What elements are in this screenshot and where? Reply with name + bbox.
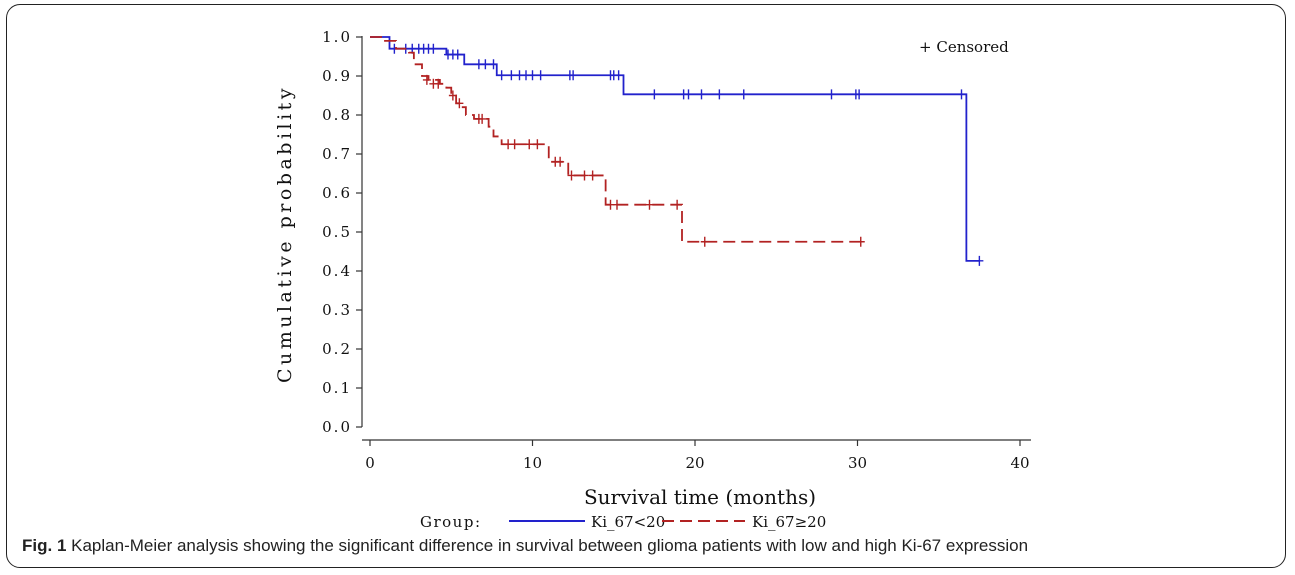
y-tick-label: 0.3	[322, 301, 352, 319]
censor-mark	[855, 89, 864, 100]
y-tick-label: 0.4	[322, 262, 352, 280]
legend: Group: Ki_67<20 Ki_67≥20	[420, 513, 826, 531]
x-tick-label: 10	[523, 454, 542, 472]
y-tick-label: 0.1	[322, 379, 352, 397]
x-tick-label: 30	[848, 454, 867, 472]
figure-frame	[6, 4, 1286, 568]
censor-mark	[580, 170, 589, 181]
censor-mark	[497, 70, 506, 81]
censor-mark	[673, 199, 682, 210]
censor-mark	[448, 90, 457, 101]
legend-title: Group:	[420, 513, 482, 531]
x-axis-ticks: 0 10 20 30 40	[365, 440, 1030, 472]
series-line-high	[370, 36, 861, 243]
censor-mark	[567, 170, 576, 181]
legend-label-low: Ki_67<20	[591, 513, 665, 531]
series-layer	[370, 36, 984, 266]
y-tick-label: 0.8	[322, 106, 352, 124]
censor-mark	[645, 199, 654, 210]
censor-mark	[422, 74, 431, 85]
censor-mark	[481, 59, 490, 70]
censor-mark	[536, 70, 545, 81]
legend-label-high: Ki_67≥20	[752, 513, 826, 531]
y-tick-label: 0.5	[322, 223, 352, 241]
censor-mark	[614, 70, 623, 81]
censor-mark	[489, 59, 498, 70]
censor-mark	[569, 70, 578, 81]
censor-mark	[510, 139, 519, 150]
y-tick-label: 0.0	[322, 418, 352, 436]
censor-mark	[827, 89, 836, 100]
figure-caption: Fig. 1 Kaplan-Meier analysis showing the…	[22, 536, 1262, 556]
censor-mark	[478, 113, 487, 124]
censor-mark	[588, 170, 597, 181]
x-tick-label: 20	[685, 454, 704, 472]
x-axis-label: Survival time (months)	[584, 485, 816, 509]
censor-mark	[434, 78, 443, 89]
censor-mark	[556, 156, 565, 167]
censor-mark	[739, 89, 748, 100]
y-tick-label: 0.6	[322, 184, 352, 202]
y-tick-label: 1.0	[322, 28, 352, 46]
y-axis-label: Cumulative probability	[274, 85, 296, 383]
censor-mark	[684, 89, 693, 100]
censored-note: + Censored	[919, 38, 1009, 56]
censor-mark	[507, 70, 516, 81]
y-tick-label: 0.2	[322, 340, 352, 358]
y-tick-label: 0.7	[322, 145, 352, 163]
x-tick-label: 0	[365, 454, 375, 472]
censor-mark	[453, 49, 462, 60]
censor-mark	[533, 139, 542, 150]
plot-area: 0.0 0.1 0.2 0.3 0.4 0.5 0.6 0.7 0.8 0.9 1.0 0 10 20 3…	[322, 28, 1031, 472]
censor-mark	[975, 255, 984, 266]
censor-mark	[528, 70, 537, 81]
censor-mark	[650, 89, 659, 100]
censor-mark	[613, 199, 621, 210]
censor-mark	[455, 98, 464, 109]
x-tick-label: 40	[1010, 454, 1029, 472]
censor-mark	[525, 139, 534, 150]
censor-mark	[697, 89, 706, 100]
censor-mark	[856, 236, 865, 247]
censor-mark	[700, 236, 709, 247]
y-tick-label: 0.9	[322, 67, 352, 85]
series-line-low	[370, 36, 980, 262]
figure-caption-text: Kaplan-Meier analysis showing the signif…	[71, 536, 1029, 555]
censor-mark	[957, 89, 966, 100]
censor-mark	[715, 89, 724, 100]
censor-mark	[429, 43, 438, 54]
figure-caption-label: Fig. 1	[22, 536, 67, 555]
y-axis-ticks: 0.0 0.1 0.2 0.3 0.4 0.5 0.6 0.7 0.8 0.9 1.0	[322, 28, 362, 436]
